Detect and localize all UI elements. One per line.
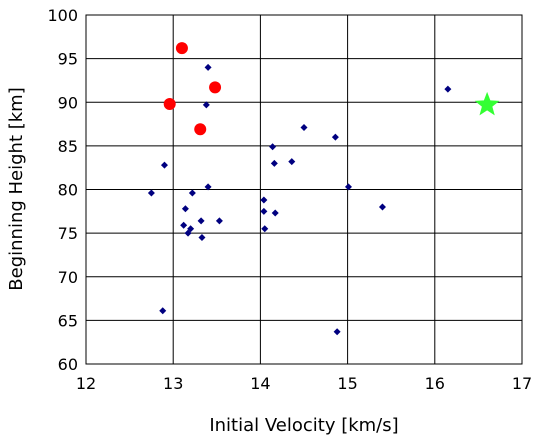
plot-border bbox=[85, 14, 523, 365]
diamond-point bbox=[300, 124, 308, 132]
y-axis-title: Beginning Height [km] bbox=[6, 87, 27, 290]
circle-point bbox=[175, 42, 188, 55]
diamond-point bbox=[444, 85, 452, 93]
diamond-point bbox=[269, 143, 277, 151]
y-tick-label: 100 bbox=[47, 6, 78, 25]
diamond-point bbox=[288, 158, 296, 166]
diamond-point bbox=[197, 217, 205, 225]
diamond-point bbox=[215, 217, 223, 225]
diamond-point bbox=[331, 133, 339, 141]
x-tick-label: 17 bbox=[512, 374, 532, 393]
diamond-point bbox=[202, 101, 210, 109]
y-tick-label: 85 bbox=[58, 137, 78, 156]
x-tick-label: 15 bbox=[337, 374, 357, 393]
diamond-point bbox=[261, 225, 269, 233]
circle-point bbox=[163, 97, 176, 110]
data-points bbox=[147, 42, 500, 336]
diamond-point bbox=[187, 225, 195, 233]
tick-labels: 12 13 14 15 16 17 60 65 70 75 80 85 90 95 100 bbox=[47, 6, 532, 393]
diamond-point bbox=[378, 203, 386, 211]
y-tick-label: 65 bbox=[58, 311, 78, 330]
x-tick-label: 12 bbox=[76, 374, 96, 393]
diamond-point bbox=[180, 221, 188, 229]
diamond-point bbox=[204, 183, 212, 191]
y-tick-label: 70 bbox=[58, 268, 78, 287]
diamond-point bbox=[181, 205, 189, 213]
diamond-point bbox=[188, 189, 196, 197]
x-tick-label: 16 bbox=[425, 374, 445, 393]
diamond-point bbox=[198, 233, 206, 241]
y-tick-label: 60 bbox=[58, 355, 78, 374]
y-tick-label: 80 bbox=[58, 181, 78, 200]
diamond-point bbox=[333, 328, 341, 336]
diamond-point bbox=[160, 161, 168, 169]
diamond-point bbox=[260, 207, 268, 215]
y-tick-label: 95 bbox=[58, 50, 78, 69]
y-tick-label: 90 bbox=[58, 93, 78, 112]
diamond-point bbox=[270, 159, 278, 167]
circle-point bbox=[194, 123, 207, 136]
circle-point bbox=[209, 81, 222, 94]
x-tick-label: 14 bbox=[250, 374, 270, 393]
diamond-point bbox=[271, 209, 279, 217]
y-tick-label: 75 bbox=[58, 224, 78, 243]
x-axis-title: Initial Velocity [km/s] bbox=[209, 415, 398, 436]
diamond-point bbox=[159, 307, 167, 315]
diamond-point bbox=[204, 63, 212, 71]
star-point bbox=[474, 91, 500, 116]
diamond-point bbox=[147, 189, 155, 197]
diamond-point bbox=[344, 183, 352, 191]
x-tick-label: 13 bbox=[163, 374, 183, 393]
diamond-point bbox=[260, 196, 268, 204]
